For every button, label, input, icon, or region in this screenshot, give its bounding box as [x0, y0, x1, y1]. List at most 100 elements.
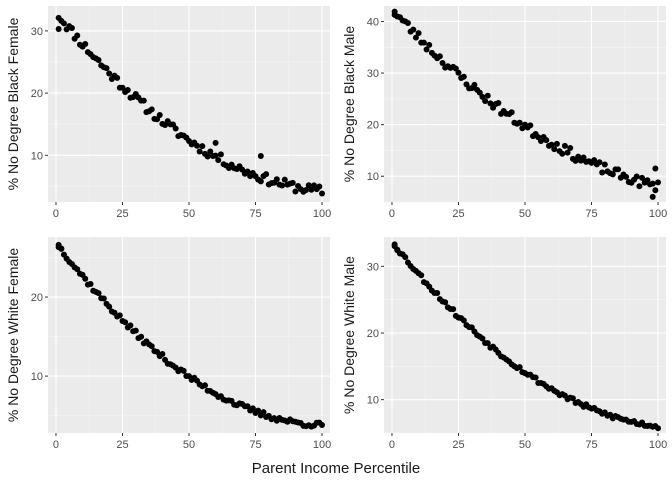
data-point	[122, 319, 129, 326]
y-tick-label: 20	[31, 88, 43, 100]
data-point	[482, 97, 489, 104]
data-point	[649, 180, 656, 187]
data-point	[74, 266, 81, 273]
data-point	[156, 112, 163, 119]
data-point	[263, 171, 270, 178]
y-tick-label: 20	[367, 120, 379, 132]
data-point	[426, 41, 433, 48]
data-point	[292, 188, 299, 195]
data-point	[561, 142, 568, 149]
data-point	[217, 151, 224, 158]
data-point	[652, 187, 659, 194]
data-point	[516, 364, 523, 371]
data-point	[487, 100, 494, 107]
data-point	[410, 26, 417, 33]
x-tick-label: 0	[389, 208, 395, 220]
data-point	[553, 140, 560, 147]
data-point	[479, 335, 486, 342]
data-point	[201, 382, 208, 389]
data-point	[316, 183, 323, 190]
y-axis-title: % No Degree Black Male	[341, 26, 357, 183]
data-point	[193, 142, 200, 149]
y-tick-label: 10	[31, 371, 43, 383]
data-point	[74, 32, 81, 39]
x-tick-label: 75	[585, 439, 597, 451]
x-tick-label: 0	[53, 208, 59, 220]
data-point	[114, 74, 121, 81]
data-point	[623, 173, 630, 180]
data-point	[212, 152, 219, 159]
data-point	[58, 245, 65, 252]
data-point	[599, 169, 606, 176]
data-point	[132, 327, 139, 334]
data-point	[281, 176, 288, 183]
data-point	[484, 340, 491, 347]
data-point	[95, 290, 102, 297]
data-point	[154, 116, 161, 123]
data-point	[460, 317, 467, 324]
data-point	[460, 73, 467, 80]
data-point	[212, 139, 219, 146]
data-point	[257, 152, 264, 159]
y-tick-label: 20	[31, 292, 43, 304]
y-tick-label: 30	[367, 68, 379, 80]
y-axis-title: % No Degree White Male	[341, 256, 357, 414]
data-point	[484, 92, 491, 99]
data-point	[279, 182, 286, 189]
data-point	[289, 179, 296, 186]
data-point	[319, 421, 326, 428]
x-tick-label: 100	[649, 208, 667, 220]
y-tick-label: 30	[367, 261, 379, 273]
data-point	[615, 166, 622, 173]
data-point	[257, 178, 264, 185]
data-point	[439, 60, 446, 67]
data-point	[649, 193, 656, 200]
x-tick-label: 100	[649, 439, 667, 451]
data-point	[82, 275, 89, 282]
data-point	[215, 157, 222, 164]
data-point	[551, 146, 558, 153]
data-point	[636, 183, 643, 190]
data-point	[255, 407, 262, 414]
data-point	[516, 119, 523, 126]
x-tick-label: 25	[116, 439, 128, 451]
x-tick-label: 50	[519, 439, 531, 451]
y-tick-label: 40	[367, 16, 379, 28]
panel-2: 0 25 50 75 100 10 20 30 40 % No Degree Black Male	[341, 6, 667, 220]
data-point	[159, 351, 166, 358]
data-point	[423, 46, 430, 53]
data-point	[172, 125, 179, 132]
data-point	[450, 306, 457, 313]
data-point	[199, 143, 206, 150]
y-tick-label: 10	[31, 150, 43, 162]
data-point	[471, 81, 478, 88]
data-point	[100, 295, 107, 302]
data-point	[601, 161, 608, 168]
data-point	[148, 106, 155, 113]
data-point	[305, 182, 312, 189]
data-point	[82, 40, 89, 47]
y-axis-title: % No Degree White Female	[5, 248, 21, 423]
data-point	[402, 254, 409, 261]
x-tick-label: 75	[249, 439, 261, 451]
data-point	[319, 190, 326, 197]
data-point	[119, 84, 126, 91]
data-point	[543, 137, 550, 144]
panel-4: 0 25 50 75 100 10 20 30 % No Degree White Male	[341, 237, 667, 451]
data-point	[655, 425, 662, 432]
data-point	[434, 290, 441, 297]
x-axis-title: Parent Income Percentile	[251, 460, 421, 477]
data-point	[87, 281, 94, 288]
x-tick-label: 0	[389, 439, 395, 451]
data-point	[106, 70, 113, 77]
x-tick-label: 50	[183, 439, 195, 451]
data-point	[567, 145, 574, 152]
data-point	[609, 171, 616, 178]
data-point	[559, 150, 566, 157]
data-point	[548, 141, 555, 148]
data-point	[207, 148, 214, 155]
data-point	[127, 322, 134, 329]
data-point	[249, 405, 256, 412]
panel-3: 0 25 50 75 100 10 20 % No Degree White Female	[5, 237, 331, 451]
data-point	[412, 34, 419, 41]
